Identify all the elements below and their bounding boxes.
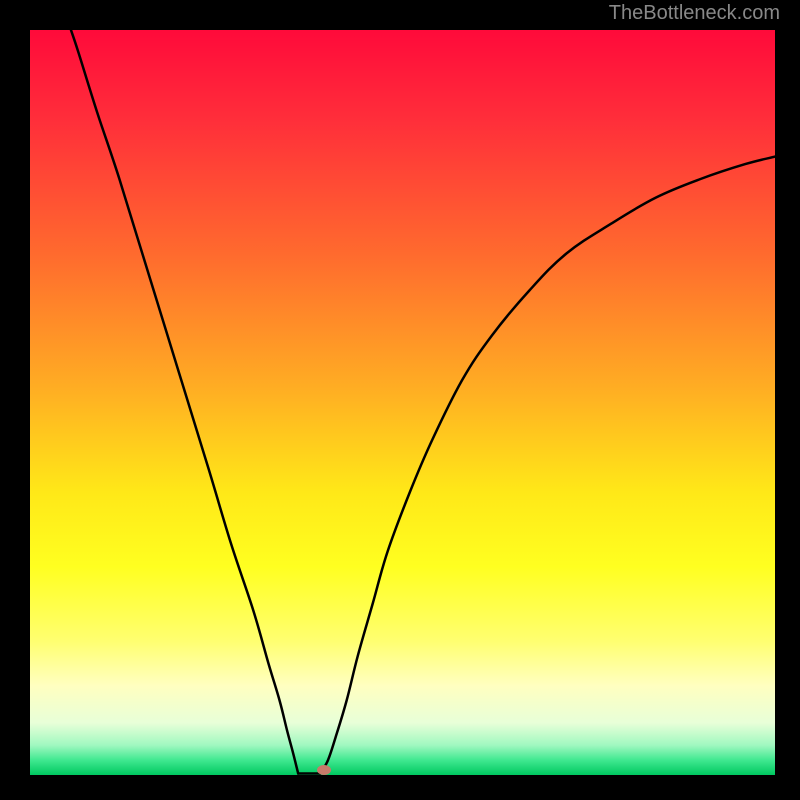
watermark-text: TheBottleneck.com	[609, 2, 780, 25]
bottleneck-curve	[30, 30, 775, 775]
optimal-point-marker	[317, 765, 331, 775]
